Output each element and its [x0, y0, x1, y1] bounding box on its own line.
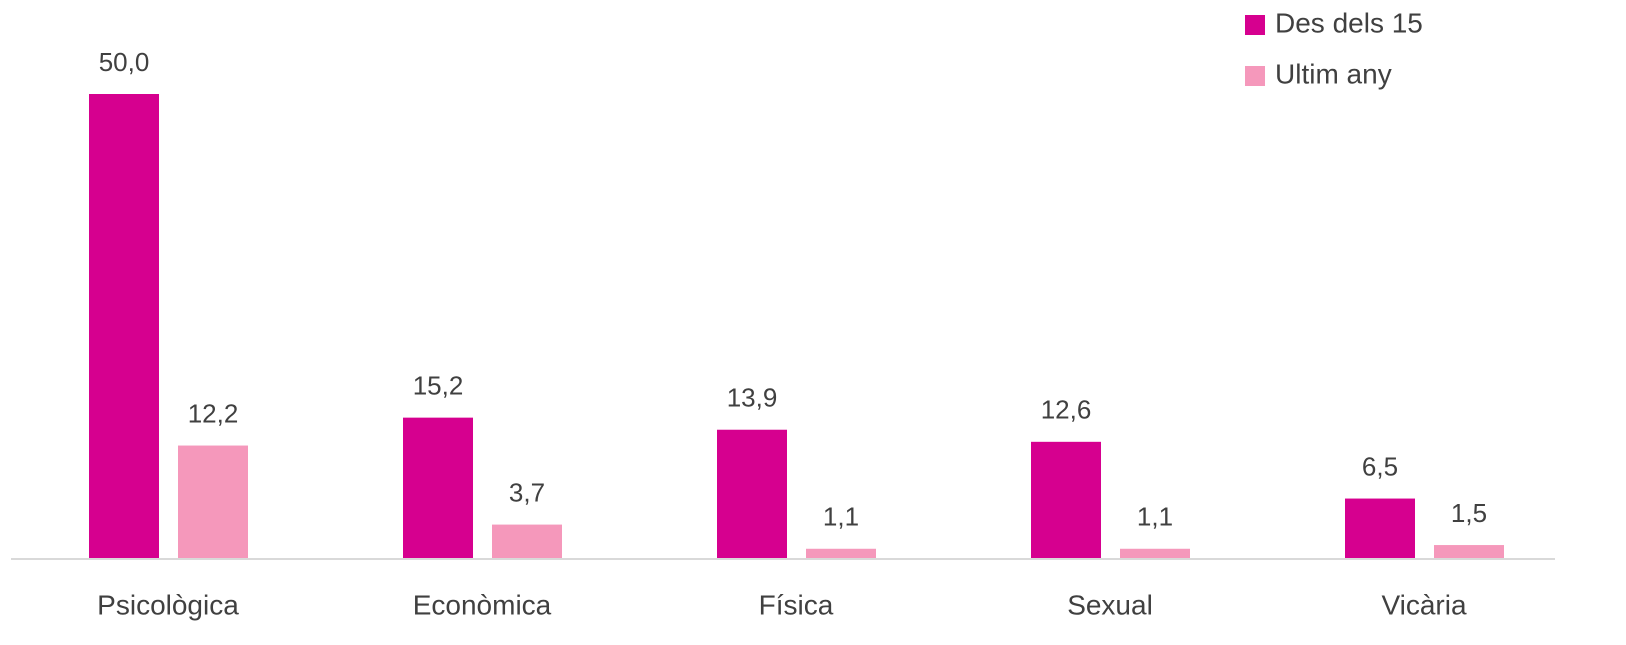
value-label: 50,0	[99, 47, 150, 77]
legend-swatch	[1245, 66, 1265, 86]
bar	[89, 94, 159, 559]
bar	[403, 417, 473, 559]
x-tick-label: Econòmica	[413, 589, 552, 620]
bar	[717, 429, 787, 559]
value-label: 12,6	[1041, 395, 1092, 425]
legend-label: Ultim any	[1275, 58, 1392, 89]
value-label: 1,5	[1451, 498, 1487, 528]
x-tick-label: Psicològica	[97, 589, 239, 620]
value-label: 6,5	[1362, 451, 1398, 481]
value-label: 12,2	[188, 398, 239, 428]
bar	[492, 524, 562, 559]
value-label: 15,2	[413, 371, 464, 401]
value-label: 1,1	[1137, 502, 1173, 532]
bar	[178, 445, 248, 559]
bar	[1120, 548, 1190, 559]
legend-label: Des dels 15	[1275, 7, 1423, 38]
x-tick-label: Física	[759, 589, 834, 620]
value-label: 3,7	[509, 477, 545, 507]
value-label: 1,1	[823, 502, 859, 532]
legend-swatch	[1245, 15, 1265, 35]
bar	[1031, 441, 1101, 559]
value-label: 13,9	[727, 383, 778, 413]
x-tick-label: Vicària	[1381, 589, 1467, 620]
bar	[1434, 545, 1504, 559]
bar	[806, 548, 876, 559]
bar	[1345, 498, 1415, 559]
x-tick-label: Sexual	[1067, 589, 1153, 620]
